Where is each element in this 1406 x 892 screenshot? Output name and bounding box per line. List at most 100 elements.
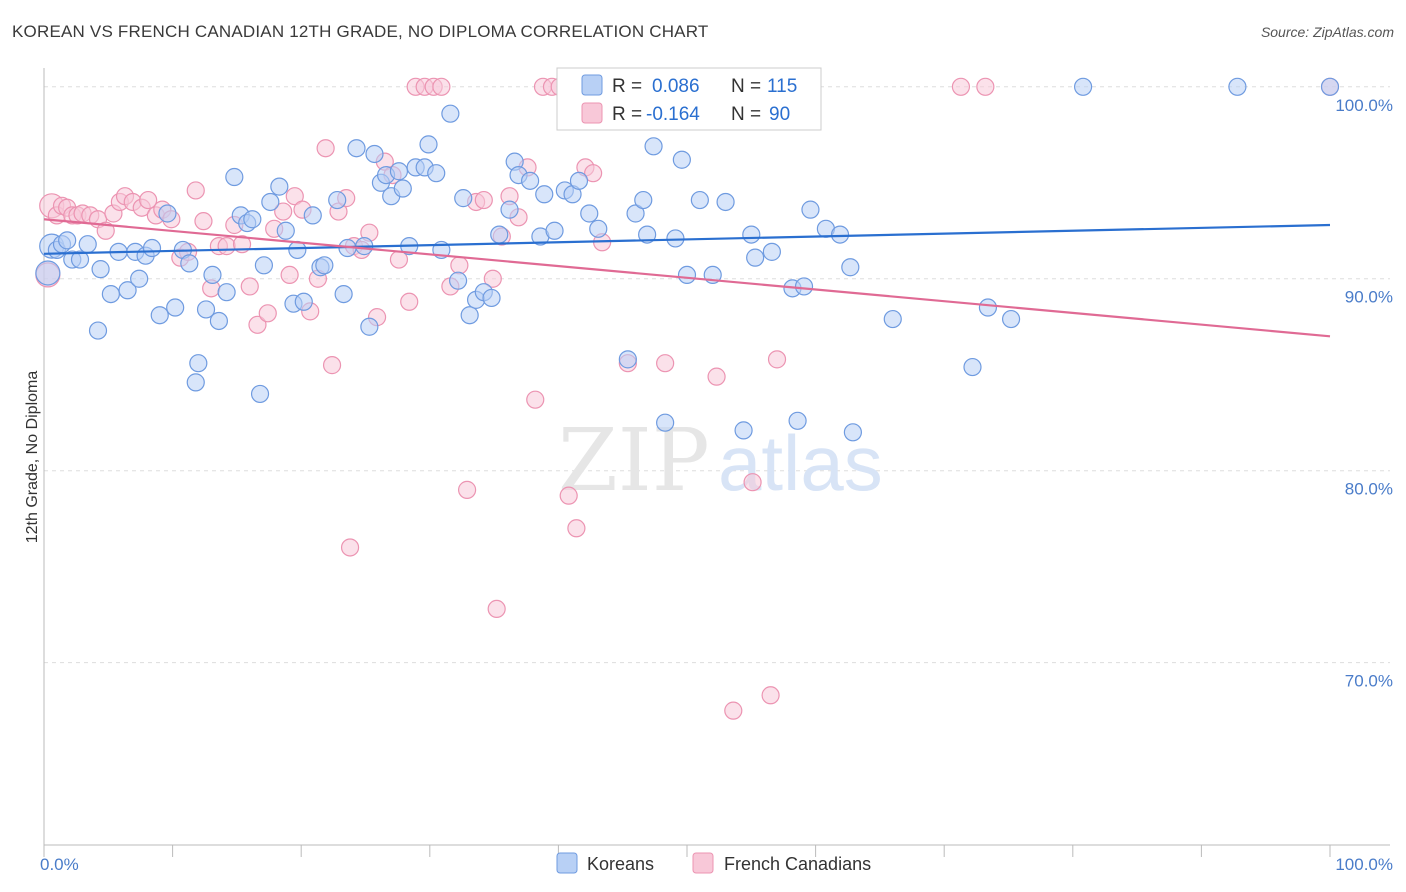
korean-point-87 <box>656 413 675 432</box>
korean-point-79 <box>580 204 599 223</box>
bottom-legend-swatch-koreans <box>556 852 578 874</box>
korean-point-72 <box>521 171 540 190</box>
korean-point-107 <box>963 357 982 377</box>
korean-point-109 <box>1001 309 1021 329</box>
korean-point-69 <box>500 200 519 219</box>
french-point-31 <box>258 304 277 323</box>
korean-point-27 <box>217 283 236 302</box>
korean-point-26 <box>209 311 228 331</box>
korean-point-80 <box>589 219 608 238</box>
french-point-72 <box>584 164 603 183</box>
korean-point-14 <box>130 269 149 288</box>
korean-point-64 <box>460 306 479 325</box>
korean-point-78 <box>569 171 589 190</box>
korean-point-53 <box>389 162 409 181</box>
french-point-84 <box>767 350 787 369</box>
bottom-legend: Koreans French Canadians <box>556 852 871 874</box>
korean-point-39 <box>294 292 313 311</box>
korean-point-106 <box>883 309 902 329</box>
korean-point-86 <box>644 137 663 156</box>
korean-point-19 <box>166 298 185 317</box>
legend-n-value-french: 90 <box>769 104 790 125</box>
legend-n-label-french: N = <box>731 104 761 125</box>
korean-point-16 <box>142 238 162 258</box>
french-point-16 <box>139 190 158 210</box>
korean-point-108 <box>978 298 998 317</box>
legend-r-label-koreans: R = <box>612 76 642 97</box>
korean-point-33 <box>254 256 274 275</box>
french-point-23 <box>194 212 213 231</box>
korean-point-84 <box>634 190 653 210</box>
french-point-10 <box>96 221 115 240</box>
korean-point-85 <box>638 225 657 244</box>
korean-point-4 <box>58 231 77 250</box>
tick-labels: 100.0% 90.0% 80.0% 70.0% 0.0% 100.0% <box>40 96 1393 874</box>
korean-point-10 <box>101 285 120 304</box>
korean-point-97 <box>762 242 781 261</box>
korean-point-100 <box>794 277 814 296</box>
french-point-60 <box>483 269 502 288</box>
korean-point-25 <box>203 265 222 285</box>
korean-point-112 <box>1320 77 1340 96</box>
korean-point-0 <box>35 260 61 286</box>
korean-point-95 <box>742 225 761 244</box>
korean-point-111 <box>1228 77 1247 96</box>
legend-r-value-koreans: 0.086 <box>652 76 700 97</box>
korean-point-21 <box>180 254 199 273</box>
korean-point-38 <box>288 240 307 260</box>
french-point-39 <box>316 139 335 158</box>
french-point-26 <box>217 237 236 256</box>
korean-point-104 <box>841 258 860 277</box>
korean-point-6 <box>70 250 90 269</box>
korean-point-48 <box>360 317 379 336</box>
french-point-30 <box>248 315 267 334</box>
french-point-65 <box>526 390 545 409</box>
korean-point-59 <box>427 164 446 183</box>
legend-r-label-french: R = <box>612 104 642 125</box>
french-point-70 <box>567 519 586 538</box>
french-point-59 <box>474 190 493 210</box>
trend-lines <box>43 218 1331 338</box>
korean-point-101 <box>801 200 820 219</box>
korean-point-82 <box>618 350 637 369</box>
french-point-29 <box>240 277 259 296</box>
french-point-40 <box>322 356 342 375</box>
french-point-89 <box>487 599 506 619</box>
korean-point-74 <box>535 185 554 204</box>
korean-point-99 <box>788 411 807 430</box>
french-point-34 <box>280 265 299 285</box>
french-point-86 <box>976 77 995 96</box>
korean-point-67 <box>482 288 501 308</box>
legend-swatch-koreans <box>581 74 603 96</box>
korean-point-89 <box>672 150 691 169</box>
korean-point-36 <box>276 221 295 240</box>
korean-point-8 <box>88 321 108 340</box>
french-point-57 <box>457 480 477 499</box>
korean-point-90 <box>677 265 697 285</box>
bottom-legend-swatch-french <box>692 852 714 874</box>
y-tick-label-0: 100.0% <box>1335 96 1393 115</box>
french-point-85 <box>951 77 971 96</box>
legend-n-value-koreans: 115 <box>767 76 797 97</box>
y-tick-label-2: 80.0% <box>1345 480 1393 499</box>
korean-point-61 <box>441 104 460 123</box>
korean-point-94 <box>734 421 753 440</box>
axes <box>43 68 1390 857</box>
x-tick-label-0: 0.0% <box>40 855 79 874</box>
korean-point-83 <box>626 204 645 223</box>
bottom-legend-label-koreans: Koreans <box>587 854 654 874</box>
french-point-22 <box>186 181 205 200</box>
french-point-56 <box>450 256 469 275</box>
data-points <box>35 77 1340 720</box>
y-tick-label-1: 90.0% <box>1345 288 1393 307</box>
korean-point-96 <box>746 248 765 267</box>
legend-swatch-french <box>581 102 603 124</box>
watermark: ZIP atlas <box>558 411 883 511</box>
french-point-50 <box>400 292 419 311</box>
korean-point-12 <box>118 281 137 300</box>
korean-point-44 <box>334 285 353 304</box>
chart-source: Source: ZipAtlas.com <box>1260 24 1394 40</box>
korean-point-7 <box>78 235 97 254</box>
french-trend-line <box>43 218 1331 338</box>
